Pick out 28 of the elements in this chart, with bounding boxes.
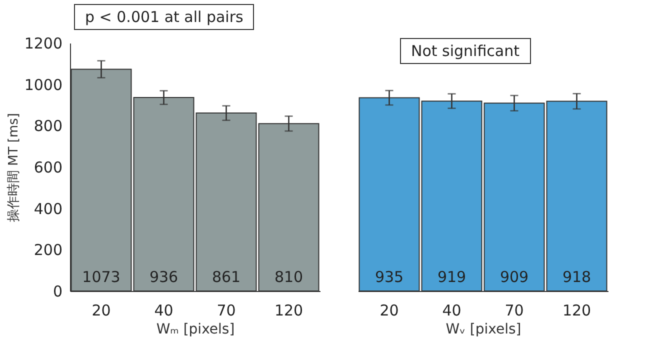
y-axis-title: 操作時間 MT [ms] <box>6 112 22 222</box>
x-tick-label: 40 <box>154 302 174 320</box>
data-label: 935 <box>374 268 404 286</box>
y-tick-label: 200 <box>34 241 62 260</box>
x-tick-label: 20 <box>92 302 111 320</box>
annotation: Not significant <box>400 38 531 64</box>
x-tick-label: 120 <box>562 302 592 320</box>
data-label: 810 <box>274 268 304 286</box>
y-tick-label: 1200 <box>24 34 62 52</box>
x-axis-title: Wᵥ [pixels] <box>446 322 522 338</box>
y-tick-label: 800 <box>34 117 62 136</box>
x-axis-title: Wₘ [pixels] <box>156 322 235 338</box>
y-tick-label: 0 <box>52 282 62 300</box>
data-label: 936 <box>149 268 178 286</box>
data-label: 1073 <box>82 268 120 286</box>
x-tick-label: 120 <box>274 302 304 320</box>
data-label: 861 <box>212 268 241 286</box>
text: p < 0.001 at all pairs <box>74 4 254 30</box>
data-label: 918 <box>562 268 592 286</box>
y-tick-label: 400 <box>34 200 62 218</box>
data-label: 909 <box>500 268 529 286</box>
x-tick-label: 70 <box>216 302 236 320</box>
data-label: 919 <box>437 268 466 286</box>
x-tick-label: 40 <box>442 302 462 320</box>
y-tick-label: 600 <box>34 158 62 176</box>
y-tick-label: 1000 <box>24 76 62 94</box>
x-tick-label: 70 <box>504 302 524 320</box>
x-tick-label: 20 <box>380 302 399 320</box>
